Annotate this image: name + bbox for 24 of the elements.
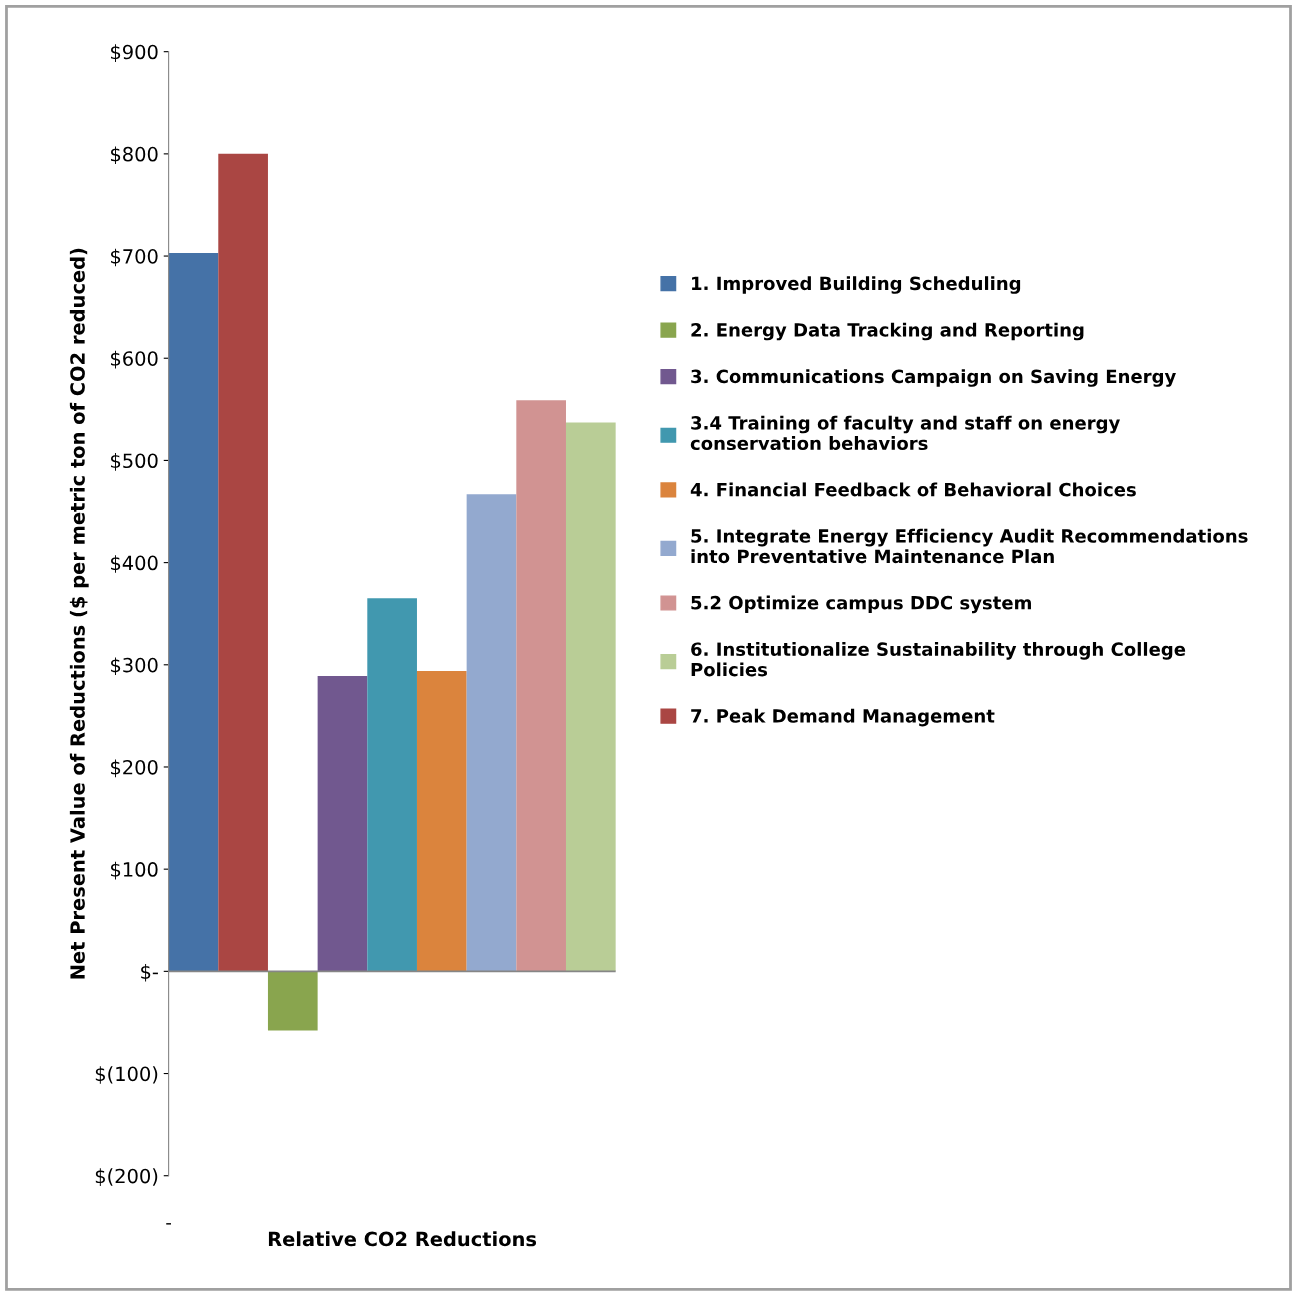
y-tick-label: $500	[111, 453, 158, 471]
y-tick-label: $300	[111, 657, 158, 676]
legend-label: 3. Communications Campaign on Saving Energy	[691, 369, 1176, 387]
y-tick-label: $600	[111, 350, 158, 369]
legend-label: 5.2 Optimize campus DDC system	[691, 595, 1031, 614]
legend-label: 7. Peak Demand Management	[691, 708, 995, 727]
legend-label: 4. Financial Feedback of Behavioral Choices	[690, 482, 1136, 497]
legend-label: 6. Institutionalize Sustainability through College Policies	[691, 642, 1186, 677]
y-tick-label: $-	[141, 963, 158, 982]
y-tick-label: $100	[111, 861, 158, 880]
y-tick-label: $(200)	[95, 1168, 158, 1186]
y-tick-label: $700	[111, 248, 158, 267]
y-tick-label: $200	[111, 759, 158, 778]
legend-label: 3.4 Training of faculty and staff on energy conservation behaviors	[690, 415, 1120, 451]
legend-label: 1. Improved Building Scheduling	[692, 276, 1021, 294]
text: -	[166, 1223, 171, 1225]
y-tick-label: $(100)	[95, 1066, 158, 1084]
x-axis-title: Relative CO2 Reductions	[268, 1231, 537, 1247]
legend-label: 2. Energy Data Tracking and Reporting	[691, 322, 1084, 341]
y-tick-label: $900	[111, 44, 158, 62]
y-tick-label: $800	[111, 146, 158, 165]
y-tick-label: $400	[111, 555, 158, 573]
y-axis-title: Net Present Value of Reductions ($ per metric ton of CO2 reduced)	[69, 248, 89, 979]
legend-label: 5. Integrate Energy Efficiency Audit Recommendations into Preventative Maintenance Plan	[691, 528, 1248, 564]
